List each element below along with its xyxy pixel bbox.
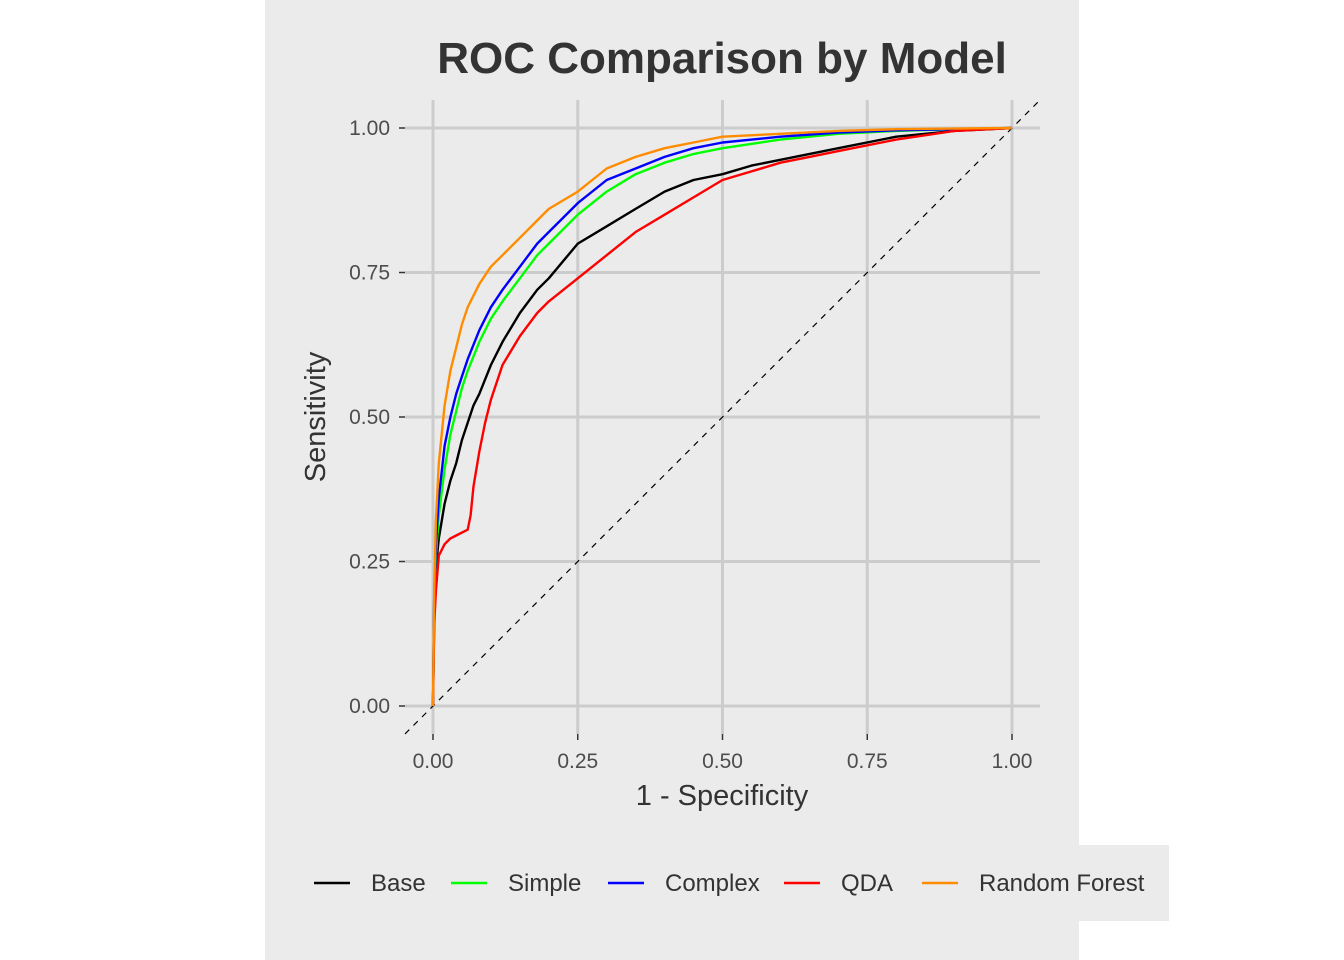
diagonal-line — [404, 99, 1041, 735]
y-axis-ticks: 0.00 0.25 0.50 0.75 1.00 — [349, 117, 405, 718]
series-line-complex — [431, 126, 1013, 707]
series-line-random-forest — [431, 126, 1013, 707]
x-tick-label-2: 0.50 — [702, 750, 743, 773]
series-line-base — [431, 126, 1013, 707]
legend-label-random-forest: Random Forest — [979, 870, 1145, 897]
x-tick-label-0: 0.00 — [413, 750, 454, 773]
legend-label-simple: Simple — [508, 870, 581, 897]
y-tick-label-2: 0.50 — [349, 406, 390, 429]
y-tick-label-0: 0.00 — [349, 695, 390, 718]
y-tick-label-4: 1.00 — [349, 117, 390, 140]
y-tick-label-1: 0.25 — [349, 551, 390, 574]
reference-diagonal — [404, 99, 1041, 735]
legend-label-base: Base — [371, 870, 426, 897]
series-line-simple — [431, 126, 1013, 707]
roc-curves — [431, 126, 1013, 707]
y-axis-title: Sensitivity — [300, 351, 332, 482]
legend-background — [290, 845, 1169, 921]
x-axis-title: 1 - Specificity — [636, 780, 809, 812]
x-tick-label-1: 0.25 — [557, 750, 598, 773]
series-line-qda — [431, 126, 1013, 707]
x-axis-ticks: 0.00 0.25 0.50 0.75 1.00 — [413, 734, 1033, 773]
legend-label-complex: Complex — [665, 870, 760, 897]
legend-label-qda: QDA — [841, 870, 893, 897]
y-tick-label-3: 0.75 — [349, 262, 390, 285]
x-tick-label-3: 0.75 — [847, 750, 888, 773]
legend: Base Simple Complex QDA Random Forest — [314, 870, 1145, 897]
chart-title: ROC Comparison by Model — [437, 34, 1007, 83]
x-tick-label-4: 1.00 — [992, 750, 1033, 773]
